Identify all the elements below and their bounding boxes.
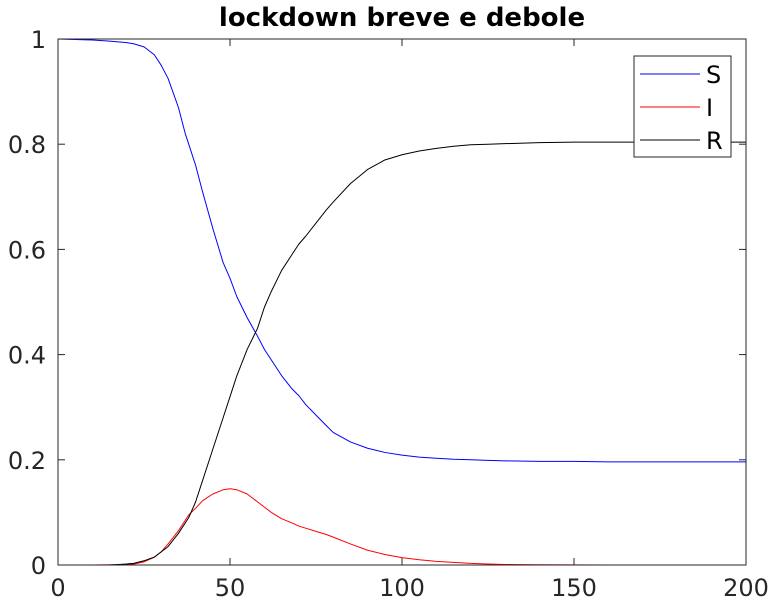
- plot-area: [58, 39, 746, 565]
- y-tick-label: 1: [31, 26, 46, 54]
- legend-label-R: R: [706, 127, 723, 155]
- series-line-S: [57, 38, 746, 463]
- x-axis-ticks: 0 50 100 150 200: [50, 39, 769, 602]
- legend-label-I: I: [706, 94, 713, 122]
- legend-label-S: S: [706, 61, 721, 89]
- series-line-R: [58, 141, 746, 566]
- chart-title: lockdown breve e debole: [219, 3, 585, 33]
- series-line-I: [58, 488, 746, 566]
- x-tick-label: 150: [551, 574, 597, 602]
- x-tick-label: 50: [215, 574, 246, 602]
- x-tick-label: 0: [50, 574, 65, 602]
- y-tick-label: 0: [31, 552, 46, 580]
- y-tick-label: 0.4: [8, 342, 46, 370]
- y-axis-ticks: 0 0.2 0.4 0.6 0.8 1: [8, 26, 746, 580]
- y-tick-label: 0.8: [8, 131, 46, 159]
- y-tick-label: 0.2: [8, 447, 46, 475]
- x-tick-label: 200: [723, 574, 769, 602]
- y-tick-label: 0.6: [8, 236, 46, 264]
- plot-box: [57, 38, 747, 566]
- legend: SIR: [633, 55, 732, 158]
- series-layer: [57, 38, 746, 566]
- x-tick-label: 100: [379, 574, 425, 602]
